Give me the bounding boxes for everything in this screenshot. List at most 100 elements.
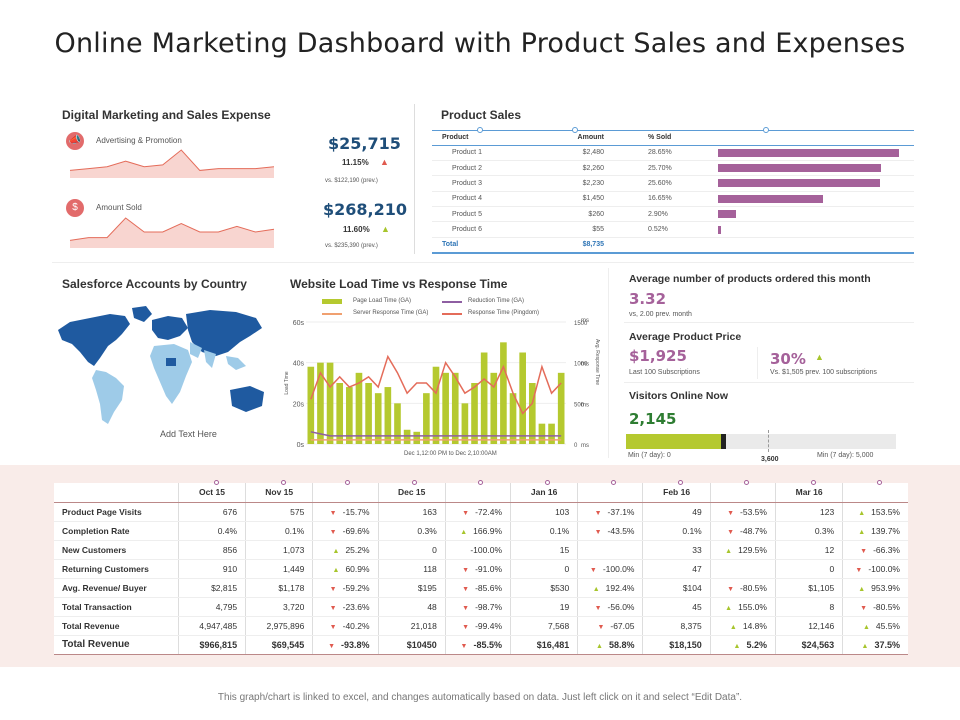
bar-cell <box>714 206 914 223</box>
up-arrow-icon: ▲ <box>733 642 741 650</box>
up-arrow-icon: ▲ <box>729 623 737 631</box>
metrics-row: Total Revenue $966,815 $69,545 ▼ -93.8% $1045… <box>54 634 908 655</box>
advertising-value: $25,715 <box>328 134 401 153</box>
divider <box>608 268 609 458</box>
metric-label: Total Revenue <box>54 616 179 636</box>
down-arrow-icon: ▼ <box>329 604 337 612</box>
month-header: Nov 15 <box>245 483 313 503</box>
metric-value: 21,018 <box>377 616 446 636</box>
metric-change-value: -48.7% <box>740 525 767 536</box>
metric-change-value: -37.1% <box>607 506 635 517</box>
metric-change: ▼ -72.4% <box>444 502 511 522</box>
metric-value: $966,815 <box>177 634 246 655</box>
product-amount: $260 <box>542 206 632 223</box>
metric-change-value: 192.4% <box>605 582 635 593</box>
product-pct: 25.60% <box>632 175 714 192</box>
metric-change-value: -59.2% <box>342 582 370 593</box>
up-arrow-icon: ▲ <box>862 623 870 631</box>
avg-products-prev: vs, 2.00 prev. month <box>629 311 692 318</box>
map-europe <box>152 316 188 340</box>
page-load-bar <box>326 362 334 444</box>
footer-note: This graph/chart is linked to excel, and… <box>217 692 743 703</box>
month-header: Jan 16 <box>510 483 578 503</box>
amount-sold-prev: vs. $235,390 (prev.) <box>325 243 378 249</box>
metric-value: 7,568 <box>510 616 578 636</box>
visitors-gauge-marker <box>720 434 726 449</box>
divider <box>757 347 758 379</box>
metric-value: 4,795 <box>177 597 246 617</box>
metric-change-value: 14.8% <box>742 620 767 631</box>
advertising-pct: 11.15% <box>342 158 369 167</box>
metric-change-value: -98.7% <box>475 601 503 612</box>
metric-change-value: -69.6% <box>342 525 370 536</box>
sparkline-area <box>70 150 274 178</box>
table-top-line <box>432 130 914 131</box>
page-load-bar <box>403 429 411 444</box>
metrics-row: Avg. Revenue/ Buyer $2,815 $1,178 ▼ -59.2% $1… <box>54 578 908 598</box>
metric-change-value: -85.5% <box>473 639 503 650</box>
avg-price-vs: Vs. $1,505 prev. 100 subscriptions <box>770 369 877 376</box>
map-india <box>204 350 216 368</box>
total-empty <box>714 236 914 254</box>
timeline-dot <box>678 480 683 485</box>
page-load-bar <box>394 403 401 444</box>
page-title: Online Marketing Dashboard with Product … <box>54 28 906 59</box>
metric-change-value: -100.0% <box>602 563 635 574</box>
visitors-label: Visitors Online Now <box>629 390 728 402</box>
product-amount: $1,450 <box>542 191 632 208</box>
total-label: Total <box>432 236 542 254</box>
advertising-prev: vs. $122,190 (prev.) <box>325 178 378 184</box>
metric-change: ▲ 139.7% <box>842 521 908 541</box>
product-share-bar <box>718 225 722 234</box>
product-name: Product 1 <box>432 145 542 161</box>
total-amount: $8,735 <box>542 236 632 254</box>
metric-value: 8 <box>774 597 843 617</box>
metric-label: Total Revenue <box>54 634 179 655</box>
metric-value: 123 <box>774 502 843 522</box>
metric-change: ▲ 25.2% <box>312 540 379 560</box>
up-arrow-icon: ▲ <box>332 566 340 574</box>
page-load-bar <box>557 372 565 444</box>
map-asia <box>186 310 262 356</box>
avg-price-sub: Last 100 Subscriptions <box>629 369 700 376</box>
month-header: Dec 15 <box>377 483 446 503</box>
up-arrow-icon: ▲ <box>858 509 866 517</box>
metric-value: $16,481 <box>510 634 578 655</box>
metric-change: ▼ -23.6% <box>312 597 379 617</box>
metric-value: 0 <box>377 540 446 560</box>
metric-change-value: 155.0% <box>738 601 767 612</box>
product-share-bar <box>718 210 737 219</box>
metric-change-value: -80.5% <box>873 601 900 612</box>
table-row: Product 3 $2,230 25.60% <box>432 175 914 192</box>
page-load-bar <box>365 383 372 444</box>
metric-value: 856 <box>177 540 246 560</box>
map-south-america <box>92 370 124 424</box>
y-left-tick: 60s <box>293 320 305 327</box>
metric-value: 1,073 <box>245 540 313 560</box>
month-header: Oct 15 <box>177 483 246 503</box>
gauge-dashed-line <box>768 430 769 452</box>
y-left-tick: 40s <box>293 361 305 368</box>
metric-change: ▼ -91.0% <box>444 559 511 579</box>
up-arrow-icon: ▲ <box>332 547 340 555</box>
metric-change-value: -72.4% <box>475 506 503 517</box>
metric-change-value: 45.5% <box>875 620 900 631</box>
timeline-dot <box>744 480 749 485</box>
down-arrow-icon: ▼ <box>727 528 735 536</box>
page-load-bar <box>461 403 469 444</box>
metric-change: ▼ -100.0% <box>577 559 643 579</box>
bar-cell <box>714 175 914 192</box>
page-load-bar <box>480 352 488 444</box>
metric-change-value: -23.6% <box>342 601 370 612</box>
metric-label: Total Transaction <box>54 597 179 617</box>
down-arrow-icon: ▼ <box>329 585 337 593</box>
up-arrow-icon: ▲ <box>858 528 866 536</box>
metrics-row: Completion Rate 0.4% 0.1% ▼ -69.6% 0.3% ▲ 166.9… <box>54 521 908 541</box>
down-arrow-icon: ▼ <box>589 566 597 574</box>
timeline-dot <box>345 480 350 485</box>
metric-change <box>709 559 776 579</box>
metric-label: Completion Rate <box>54 521 179 541</box>
metric-change-value: -43.5% <box>607 525 635 536</box>
metric-value: 12,146 <box>774 616 843 636</box>
